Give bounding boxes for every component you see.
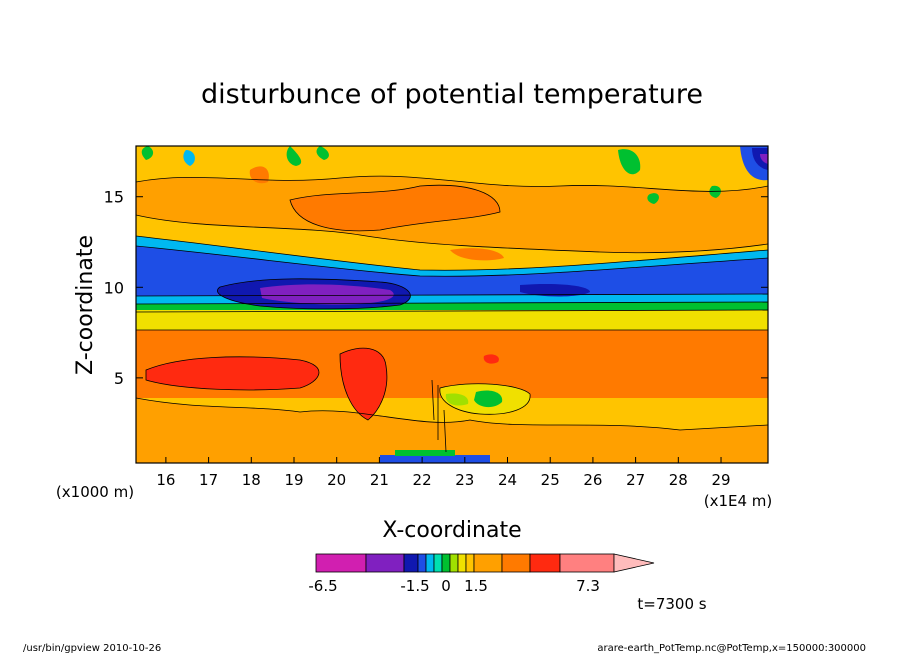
blob-top-green-6: [709, 185, 721, 198]
colorbar: -6.5 -1.5 0 1.5 7.3: [308, 553, 655, 595]
blob-top-green-5: [647, 193, 659, 204]
x-unit-right: (x1E4 m): [704, 492, 773, 510]
corner-purple: [760, 154, 768, 164]
region-top-orange: [290, 185, 500, 231]
colorbar-swatch: [465, 553, 475, 573]
colorbar-label: 7.3: [576, 577, 600, 595]
footer-right: arare-earth_PotTemp.nc@PotTemp,x=150000:…: [597, 643, 866, 654]
colorbar-swatch: [315, 553, 367, 573]
x-tick-label: 24: [498, 471, 517, 489]
x-tick-label: 25: [541, 471, 560, 489]
blob-top-cyan: [183, 150, 195, 166]
contour-field: [136, 146, 768, 463]
x-tick-label: 23: [455, 471, 474, 489]
x-tick-label: 22: [413, 471, 432, 489]
colorbar-swatch: [403, 553, 419, 573]
colorbar-label: 1.5: [464, 577, 488, 595]
x-axis: 16 17 18 19 20 21 22 23 24 25 26 27 28 29: [156, 457, 731, 489]
colorbar-swatch: [559, 553, 615, 573]
region-max-small: [483, 354, 499, 364]
x-axis-label: X-coordinate: [382, 518, 521, 543]
x-tick-label: 20: [327, 471, 346, 489]
colorbar-swatch: [449, 553, 459, 573]
y-axis: 5 10 15: [104, 188, 768, 388]
contour-lines: [136, 175, 768, 453]
region-max-center: [340, 348, 387, 420]
y-tick-label: 15: [104, 188, 124, 207]
chart-title: disturbunce of potential temperature: [201, 79, 703, 110]
colorbar-swatch: [433, 553, 443, 573]
band-orange-mottled: [136, 398, 768, 463]
footer-left: /usr/bin/gpview 2010-10-26: [23, 643, 161, 654]
y-tick-label: 5: [114, 369, 124, 388]
region-max-left: [146, 356, 319, 390]
blob-top-green-2: [316, 146, 329, 160]
region-min-right: [520, 283, 590, 297]
blob-top-green-1: [286, 146, 302, 166]
x-tick-label: 26: [583, 471, 602, 489]
colorbar-swatch: [425, 553, 435, 573]
x-tick-label: 19: [284, 471, 303, 489]
x-tick-label: 17: [199, 471, 218, 489]
region-greenyellow: [445, 393, 469, 406]
region-top-orange-3: [450, 248, 504, 261]
region-green-patch: [474, 390, 503, 408]
colorbar-swatch: [501, 553, 531, 573]
colorbar-swatch: [473, 553, 503, 573]
x-tick-label: 29: [711, 471, 730, 489]
colorbar-swatch: [529, 553, 561, 573]
region-top-orange-2: [249, 166, 269, 184]
colorbar-swatch: [365, 553, 405, 573]
blob-top-green-4: [618, 149, 641, 175]
blob-top-green-3: [141, 146, 154, 160]
plot-frame: [135, 145, 769, 464]
colorbar-arrow: [613, 553, 655, 573]
x-tick-label: 16: [156, 471, 175, 489]
colorbar-swatch: [417, 553, 427, 573]
x-tick-label: 27: [626, 471, 645, 489]
time-label: t=7300 s: [637, 595, 706, 613]
y-axis-label: Z-coordinate: [73, 235, 98, 375]
colorbar-label: -1.5: [400, 577, 429, 595]
x-tick-label: 18: [242, 471, 261, 489]
x-unit-left: (x1000 m): [56, 483, 134, 501]
bottom-green-strip: [395, 450, 455, 456]
bottom-blue-strip: [380, 455, 490, 463]
band-lower-yellow: [136, 310, 768, 330]
colorbar-label: -6.5: [308, 577, 337, 595]
corner-navy: [752, 148, 768, 170]
region-min-core: [260, 284, 394, 305]
x-tick-label: 21: [370, 471, 389, 489]
x-tick-label: 28: [669, 471, 688, 489]
colorbar-swatch: [457, 553, 467, 573]
colorbar-swatch: [441, 553, 451, 573]
colorbar-label: 0: [441, 577, 451, 595]
y-tick-label: 10: [104, 278, 124, 297]
